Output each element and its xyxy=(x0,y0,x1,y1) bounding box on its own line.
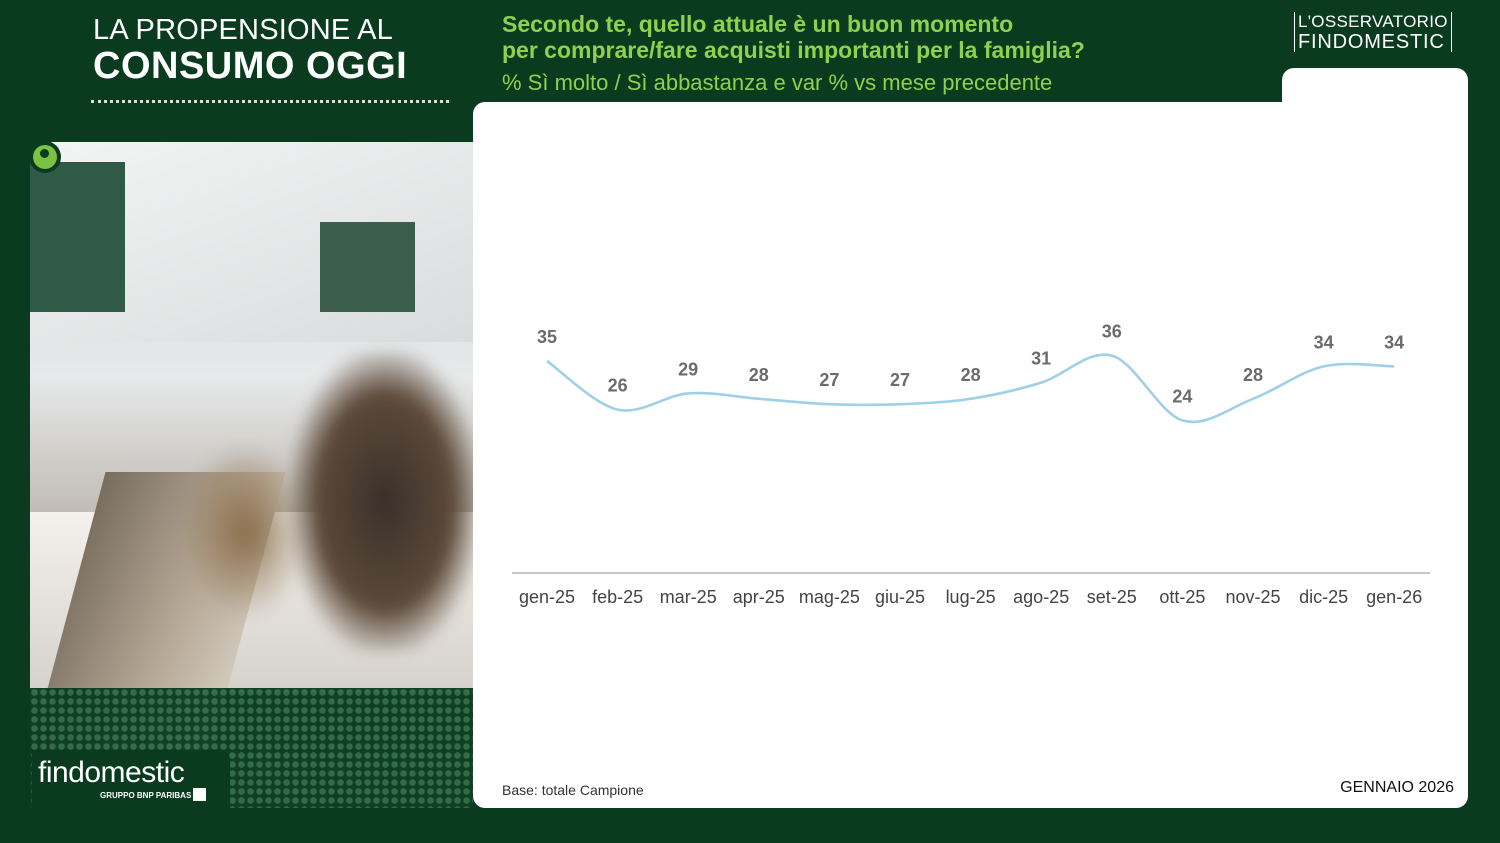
photo-shop-left xyxy=(30,162,125,312)
osservatorio-logo: L'OSSERVATORIO FINDOMESTIC xyxy=(1294,12,1452,52)
data-label: 27 xyxy=(819,370,839,390)
data-label: 31 xyxy=(1031,349,1051,369)
x-tick-label: dic-25 xyxy=(1299,587,1348,607)
page-heading: LA PROPENSIONE AL CONSUMO OGGI xyxy=(93,14,407,86)
data-label: 24 xyxy=(1172,386,1192,406)
survey-question: Secondo te, quello attuale è un buon mom… xyxy=(502,11,1085,63)
brand-line-1: L'OSSERVATORIO xyxy=(1298,12,1448,31)
data-label: 34 xyxy=(1314,332,1334,352)
logo-subtext: GRUPPO BNP PARIBAS xyxy=(100,791,192,800)
question-line-2: per comprare/fare acquisti importanti pe… xyxy=(502,37,1085,63)
base-note: Base: totale Campione xyxy=(502,782,644,798)
data-label: 36 xyxy=(1102,322,1122,342)
panel-tab xyxy=(1282,68,1468,108)
x-tick-label: nov-25 xyxy=(1225,587,1280,607)
data-label: 27 xyxy=(890,370,910,390)
question-line-1: Secondo te, quello attuale è un buon mom… xyxy=(502,11,1014,37)
chart-subtitle: % Sì molto / Sì abbastanza e var % vs me… xyxy=(502,70,1053,95)
findomestic-logo: findomestic xyxy=(38,756,185,789)
x-tick-label: apr-25 xyxy=(733,587,785,607)
title-line-2: CONSUMO OGGI xyxy=(93,45,408,87)
data-label: 34 xyxy=(1384,332,1404,352)
photo-blurred-people xyxy=(180,442,310,622)
bnp-icon xyxy=(193,788,206,801)
data-label: 28 xyxy=(1243,365,1263,385)
x-tick-label: feb-25 xyxy=(592,587,643,607)
x-tick-label: ott-25 xyxy=(1159,587,1205,607)
x-tick-label: set-25 xyxy=(1087,587,1137,607)
green-eye-icon xyxy=(29,141,61,173)
dotted-divider xyxy=(91,100,449,103)
x-tick-label: lug-25 xyxy=(946,587,996,607)
data-label: 28 xyxy=(749,365,769,385)
photo-blurred-person xyxy=(290,352,473,652)
shopping-mall-photo xyxy=(30,142,473,808)
x-tick-label: gen-26 xyxy=(1366,587,1422,607)
chart-panel xyxy=(473,102,1468,808)
x-tick-label: giu-25 xyxy=(875,587,925,607)
report-date: GENNAIO 2026 xyxy=(1340,779,1454,796)
data-label: 29 xyxy=(678,359,698,379)
x-tick-label: mar-25 xyxy=(660,587,717,607)
data-label: 35 xyxy=(537,327,557,347)
brand-line-2: FINDOMESTIC xyxy=(1298,31,1445,53)
photo-shop-right xyxy=(320,222,415,312)
data-label: 26 xyxy=(608,376,628,396)
title-line-1: LA PROPENSIONE AL xyxy=(93,14,393,46)
x-tick-label: gen-25 xyxy=(519,587,575,607)
x-tick-label: ago-25 xyxy=(1013,587,1069,607)
data-label: 28 xyxy=(961,365,981,385)
x-tick-label: mag-25 xyxy=(799,587,860,607)
